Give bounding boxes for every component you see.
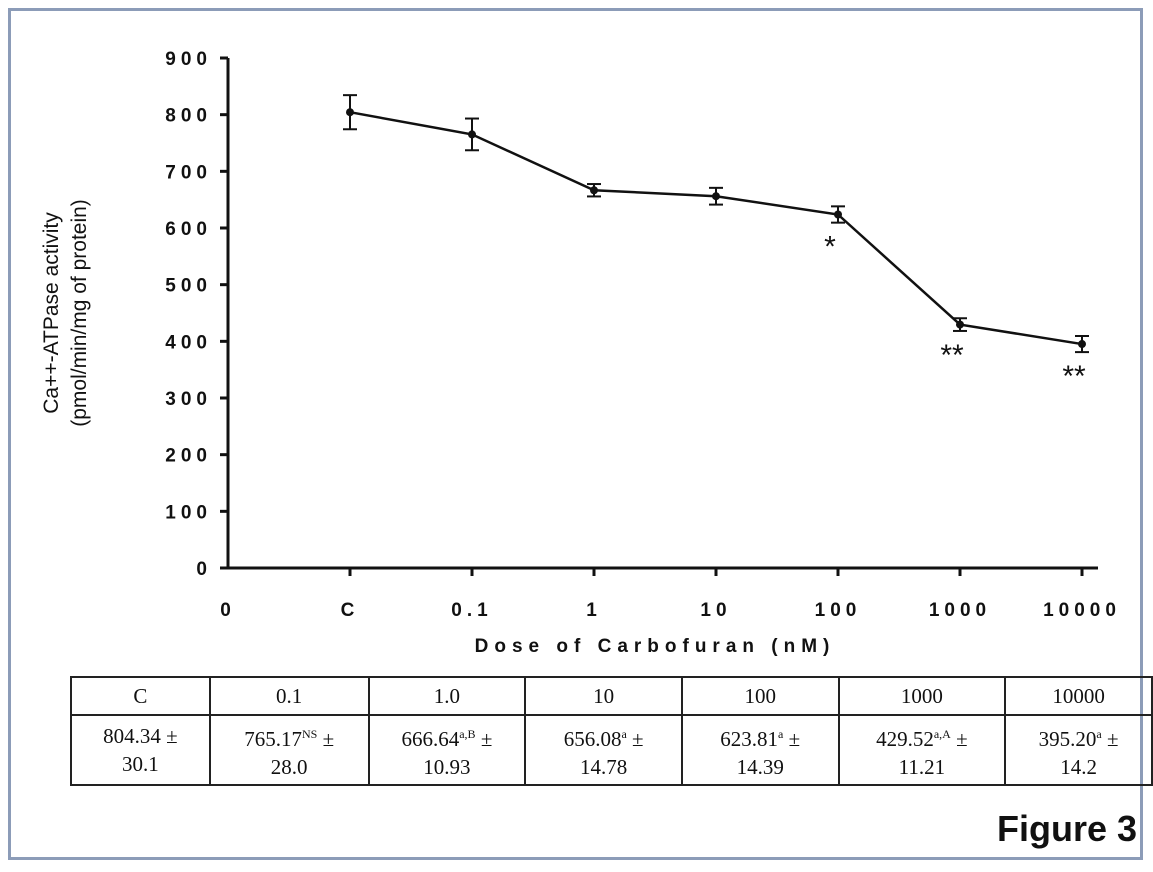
table-header-cell: 100 (682, 677, 839, 715)
cell-mean: 656.08 (564, 727, 622, 751)
cell-plus-minus: ± (317, 727, 334, 751)
y-tick-label: 700 (165, 162, 212, 183)
cell-plus-minus: ± (476, 727, 493, 751)
data-point (468, 130, 476, 138)
table-value-cell: 804.34 ±30.1 (71, 715, 210, 785)
table-value-cell: 666.64a,B ±10.93 (369, 715, 526, 785)
cell-error: 14.39 (737, 755, 784, 779)
cell-error: 14.78 (580, 755, 627, 779)
data-point (1078, 340, 1086, 348)
y-axis-label-line1: Ca++-ATPase activity (40, 212, 63, 414)
cell-superscript: a,A (934, 727, 951, 741)
cell-mean: 666.64 (401, 727, 459, 751)
table-value-cell: 623.81a ±14.39 (682, 715, 839, 785)
data-table: C 0.1 1.0 10 100 1000 10000 804.34 ±30.1 765.17… (70, 676, 1153, 786)
cell-mean: 395.20 (1039, 727, 1097, 751)
line-chart: 0 100 200 300 400 500 600 700 800 900 0 C 0.1 1 10 100 1… (0, 0, 1153, 670)
table-header-cell: 1000 (839, 677, 1006, 715)
table-value-cell: 395.20a ±14.2 (1005, 715, 1152, 785)
x-tick-label: 0 (220, 600, 236, 621)
data-point (712, 192, 720, 200)
cell-superscript: a,B (459, 727, 475, 741)
y-tick-label: 500 (165, 276, 212, 297)
table-value-cell: 656.08a ±14.78 (525, 715, 682, 785)
cell-error: 28.0 (271, 755, 308, 779)
data-point (956, 321, 964, 329)
table-header-cell: 10 (525, 677, 682, 715)
x-tick-label: 10000 (1043, 600, 1121, 621)
y-tick-label: 100 (165, 502, 212, 523)
x-tick-label: 1000 (929, 600, 991, 621)
cell-mean: 804.34 (103, 724, 161, 748)
table-header-cell: 10000 (1005, 677, 1152, 715)
table-value-cell: 765.17NS ±28.0 (210, 715, 369, 785)
figure-label: Figure 3 (997, 808, 1137, 850)
data-point (834, 211, 842, 219)
cell-plus-minus: ± (161, 724, 178, 748)
cell-error: 11.21 (899, 755, 945, 779)
y-tick-label: 600 (165, 219, 212, 240)
x-tick-label: 10 (700, 600, 731, 621)
y-tick-label: 0 (196, 559, 212, 580)
table-header-row: C 0.1 1.0 10 100 1000 10000 (71, 677, 1152, 715)
table-header-cell: 0.1 (210, 677, 369, 715)
y-tick-label: 400 (165, 332, 212, 353)
significance-mark: ** (940, 339, 964, 372)
cell-mean: 429.52 (876, 727, 934, 751)
cell-superscript: NS (302, 727, 317, 741)
data-point (590, 186, 598, 194)
significance-mark: ** (1062, 360, 1086, 393)
x-tick-label: 0.1 (451, 600, 492, 621)
x-tick-label: 100 (815, 600, 862, 621)
table-header-cell: 1.0 (369, 677, 526, 715)
cell-mean: 765.17 (244, 727, 302, 751)
cell-plus-minus: ± (783, 727, 800, 751)
table-header-cell: C (71, 677, 210, 715)
data-point (346, 108, 354, 116)
cell-error: 14.2 (1060, 755, 1097, 779)
table-values-row: 804.34 ±30.1 765.17NS ±28.0 666.64a,B ±10.… (71, 715, 1152, 785)
x-tick-label: C (341, 600, 360, 621)
cell-plus-minus: ± (1102, 727, 1119, 751)
y-tick-label: 300 (165, 389, 212, 410)
cell-plus-minus: ± (627, 727, 644, 751)
y-axis-label-line2: (pmol/min/mg of protein) (68, 199, 91, 427)
y-tick-label: 800 (165, 106, 212, 127)
y-tick-label: 200 (165, 446, 212, 467)
y-tick-label: 900 (165, 49, 212, 70)
cell-error: 10.93 (423, 755, 470, 779)
cell-mean: 623.81 (720, 727, 778, 751)
cell-plus-minus: ± (951, 727, 968, 751)
significance-mark: * (824, 231, 836, 264)
x-axis-label: Dose of Carbofuran (nM) (475, 636, 836, 657)
series-line (350, 112, 1082, 344)
cell-error: 30.1 (122, 752, 159, 776)
x-tick-label: 1 (586, 600, 602, 621)
table-value-cell: 429.52a,A ±11.21 (839, 715, 1006, 785)
